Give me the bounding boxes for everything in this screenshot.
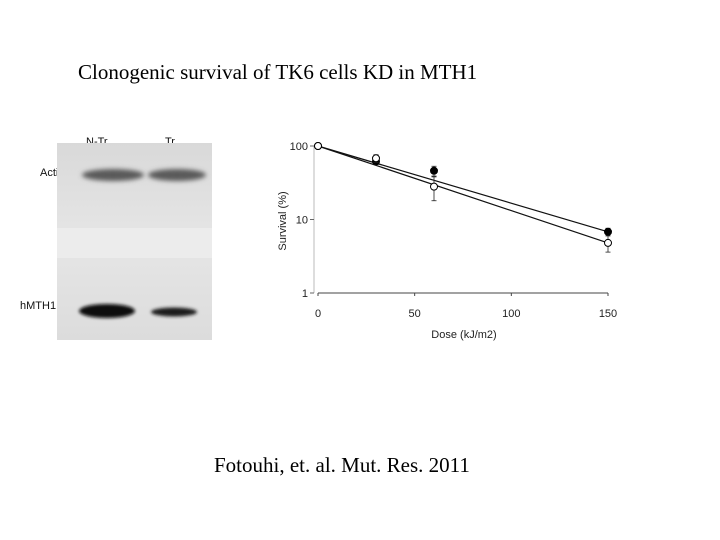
slide-title: Clonogenic survival of TK6 cells KD in M…	[78, 60, 478, 84]
x-tick-label: 0	[315, 308, 321, 320]
x-axis-label: Dose (kJ/m2)	[431, 329, 496, 341]
western-blot-image	[57, 143, 212, 340]
hmth1-band-n-tr	[79, 304, 135, 318]
survival-chart: 0 50 100 150 100 10 1 Dose (kJ/m2) Survival (%…	[277, 141, 618, 341]
lane-label-tr: Tr	[165, 136, 175, 148]
y-tick-label: 1	[302, 288, 308, 300]
series-line	[317, 145, 609, 244]
data-point-open	[314, 142, 322, 150]
x-tick-label: 150	[599, 308, 617, 320]
data-point-open	[430, 182, 438, 191]
data-point-filled	[430, 166, 438, 175]
hmth1-band-tr	[151, 307, 197, 317]
actin-band-tr	[148, 169, 206, 181]
y-tick-label: 100	[290, 141, 308, 153]
data-point-filled	[604, 227, 612, 236]
x-tick-label: 50	[409, 308, 421, 320]
data-point-open	[604, 238, 612, 247]
chart-ticks: 0 50 100 150 100 10 1	[290, 141, 618, 320]
y-axis-label: Survival (%)	[277, 191, 289, 250]
y-tick-label: 10	[296, 215, 308, 227]
chart-axes	[313, 146, 608, 294]
chart-series	[314, 142, 612, 253]
series-line	[317, 145, 609, 233]
data-point-open	[372, 154, 380, 163]
band-label-hmth1: hMTH1	[20, 300, 57, 312]
actin-band-n-tr	[82, 169, 144, 181]
x-tick-label: 100	[502, 308, 520, 320]
citation: Fotouhi, et. al. Mut. Res. 2011	[214, 453, 470, 477]
